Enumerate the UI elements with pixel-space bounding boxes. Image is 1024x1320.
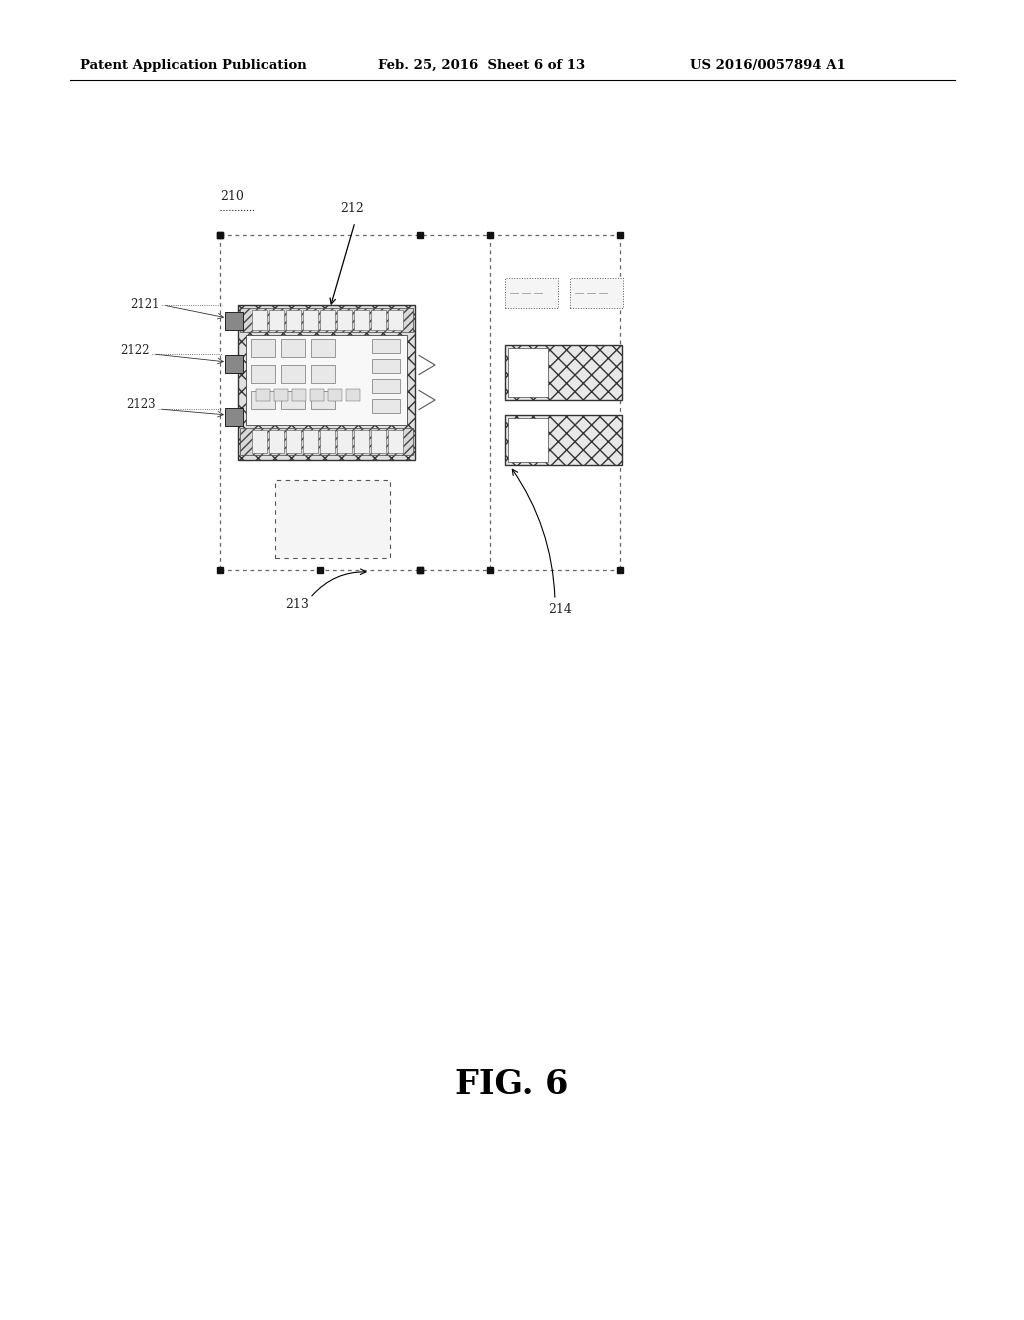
Bar [388,430,403,453]
Bar [281,339,305,356]
Bar [388,310,403,330]
Bar [372,339,400,352]
Bar [225,355,243,374]
Text: 2122: 2122 [121,343,150,356]
Bar [246,335,407,425]
Bar [372,399,400,413]
Text: Feb. 25, 2016  Sheet 6 of 13: Feb. 25, 2016 Sheet 6 of 13 [378,58,585,71]
Bar [251,366,275,383]
Bar [225,408,243,426]
Bar [303,310,318,330]
Bar [505,279,558,308]
Bar [292,389,306,401]
Bar [372,379,400,393]
Bar [311,391,335,409]
Bar [505,345,622,400]
Bar [269,310,284,330]
Bar [281,391,305,409]
Bar [252,430,267,453]
Bar [240,428,413,455]
Bar [286,310,301,330]
Bar [337,310,352,330]
Text: 213: 213 [285,598,309,611]
Bar [240,308,413,333]
Text: FIG. 6: FIG. 6 [456,1068,568,1101]
Text: 2123: 2123 [126,399,156,412]
Text: US 2016/0057894 A1: US 2016/0057894 A1 [690,58,846,71]
Bar [354,310,369,330]
Text: 212: 212 [340,202,364,215]
Bar [371,310,386,330]
Text: 2121: 2121 [130,298,160,312]
Bar [570,279,623,308]
Bar [319,430,335,453]
Bar [505,414,622,465]
Bar [372,359,400,374]
Bar [508,418,548,462]
Bar [371,430,386,453]
Bar [269,430,284,453]
Bar [251,391,275,409]
Text: 210: 210 [220,190,244,203]
Bar [275,480,390,558]
Bar [311,339,335,356]
Bar [328,389,342,401]
Bar [346,389,360,401]
Bar [251,339,275,356]
Bar [311,366,335,383]
Bar [274,389,288,401]
Bar [337,430,352,453]
Bar [252,310,267,330]
Bar [303,430,318,453]
Text: 214: 214 [548,603,571,616]
Bar [225,312,243,330]
Bar [281,366,305,383]
Bar [238,305,415,459]
Text: Patent Application Publication: Patent Application Publication [80,58,307,71]
Bar [319,310,335,330]
Bar [310,389,324,401]
Bar [508,348,548,397]
Bar [256,389,270,401]
Bar [286,430,301,453]
Bar [354,430,369,453]
